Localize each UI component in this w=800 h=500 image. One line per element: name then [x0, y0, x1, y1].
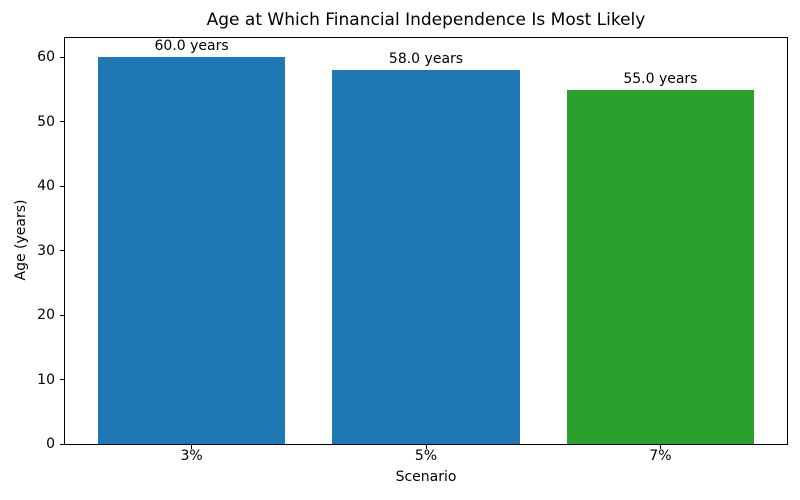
y-tick-mark — [60, 56, 64, 58]
bar-7pct — [566, 89, 755, 444]
y-tick-mark — [60, 314, 64, 316]
bar-5pct — [332, 70, 520, 444]
bar-3pct — [97, 57, 286, 444]
y-tick-label: 30 — [37, 242, 55, 259]
x-tick-label: 5% — [414, 448, 438, 464]
bar-value-label: 58.0 years — [388, 51, 464, 68]
y-tick-mark — [60, 443, 64, 445]
y-axis-label: Age (years) — [13, 199, 29, 281]
y-tick-label: 60 — [37, 49, 55, 66]
chart-title: Age at Which Financial Independence Is M… — [206, 10, 646, 30]
y-tick-mark — [60, 185, 64, 187]
plot-area: 0 10 20 30 40 50 60 60.0 years 3% 58.0 years 5% 55.… — [37, 37, 788, 464]
y-tick-mark — [60, 121, 64, 123]
bar-value-label: 55.0 years — [623, 70, 698, 87]
y-tick-mark — [60, 250, 64, 252]
y-tick-label: 10 — [37, 371, 55, 388]
bar-value-label: 60.0 years — [154, 38, 229, 55]
y-tick-label: 50 — [37, 113, 55, 130]
y-tick-label: 0 — [46, 436, 55, 452]
y-tick-label: 20 — [37, 307, 55, 324]
y-tick-label: 40 — [37, 178, 55, 195]
x-axis-label: Scenario — [395, 469, 457, 485]
x-tick-label: 3% — [180, 448, 203, 464]
x-tick-label: 7% — [649, 448, 672, 464]
x-tick-mark — [659, 445, 661, 449]
x-tick-mark — [191, 445, 193, 449]
x-tick-mark — [425, 445, 427, 449]
y-tick-mark — [60, 379, 64, 381]
